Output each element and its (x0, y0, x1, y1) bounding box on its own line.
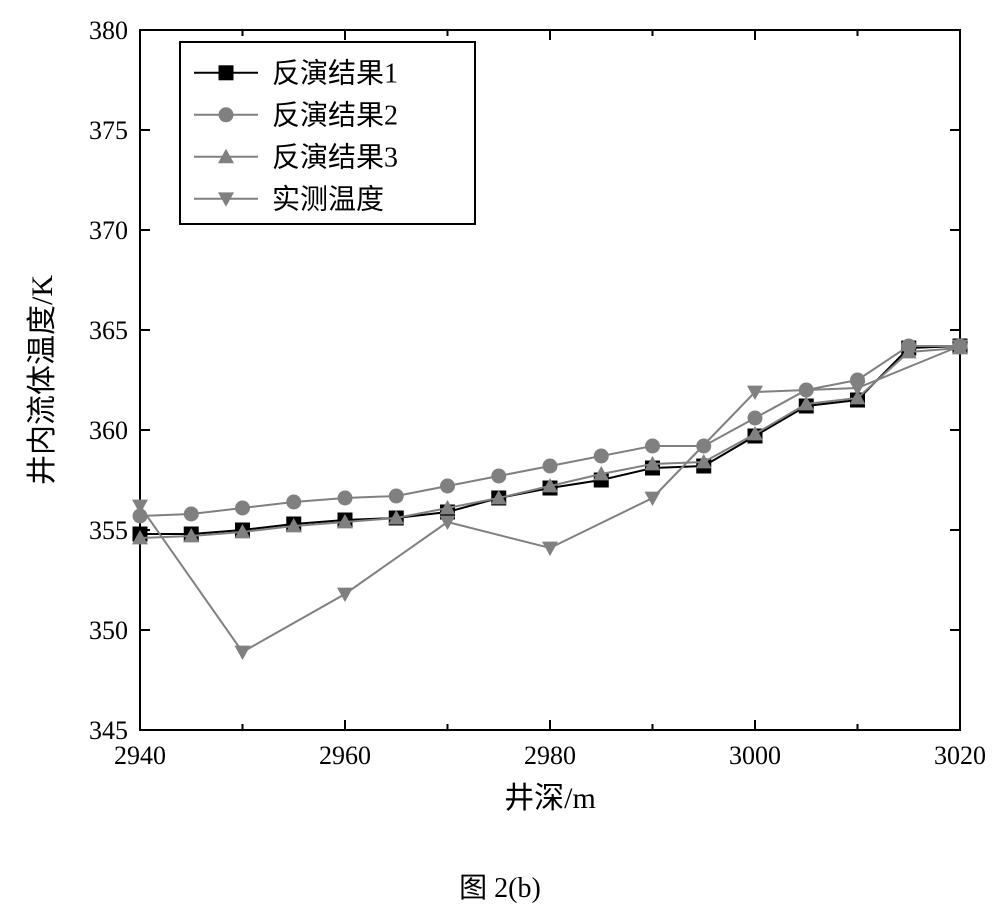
x-axis-label: 井深/m (504, 782, 596, 815)
svg-text:3020: 3020 (934, 741, 986, 770)
svg-text:345: 345 (89, 716, 128, 745)
y-axis-label: 井内流体温度/K (26, 275, 59, 485)
svg-text:2940: 2940 (114, 741, 166, 770)
svg-text:365: 365 (89, 316, 128, 345)
svg-text:3000: 3000 (729, 741, 781, 770)
svg-text:360: 360 (89, 416, 128, 445)
svg-text:355: 355 (89, 516, 128, 545)
series (132, 340, 968, 544)
legend-label: 反演结果1 (272, 58, 398, 90)
figure-caption: 图 2(b) (0, 866, 1000, 906)
legend-label: 反演结果3 (272, 142, 398, 174)
svg-text:350: 350 (89, 616, 128, 645)
series (133, 339, 968, 524)
legend: 反演结果1 反演结果2 反演结果3 实测温度 (180, 42, 475, 224)
svg-text:2960: 2960 (319, 741, 371, 770)
legend-label: 反演结果2 (272, 100, 398, 132)
svg-text:2980: 2980 (524, 741, 576, 770)
legend-label: 实测温度 (272, 184, 384, 216)
line-chart: 2940 2960 2980 3000 3020 345 350 355 360 365 370 37… (0, 0, 1000, 860)
series (133, 339, 968, 542)
svg-text:380: 380 (89, 16, 128, 45)
series (132, 340, 968, 660)
svg-text:375: 375 (89, 116, 128, 145)
svg-text:370: 370 (89, 216, 128, 245)
